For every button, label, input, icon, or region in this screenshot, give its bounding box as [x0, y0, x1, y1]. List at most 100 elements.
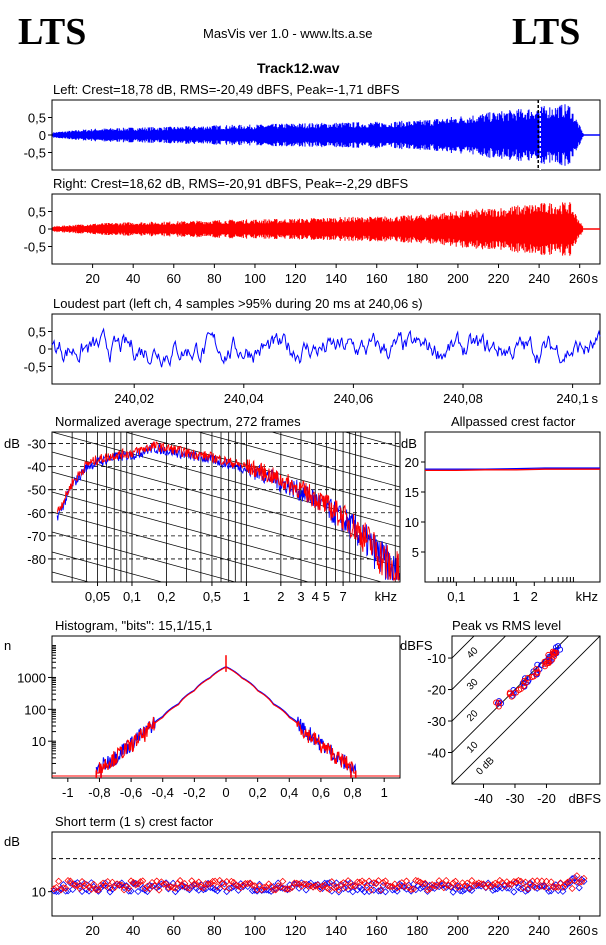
shortcrest-point-right — [570, 877, 579, 885]
pvr-point-right — [524, 674, 531, 681]
spectrum-diagonal — [52, 511, 310, 582]
shortcrest-point-left — [120, 883, 128, 892]
shortcrest-point-right — [400, 883, 408, 891]
histogram-xtick-label: -1 — [62, 785, 74, 800]
loudest-trace — [51, 327, 601, 368]
shortcrest-ylabel: dB — [4, 834, 20, 849]
shortcrest-point-right — [269, 886, 277, 894]
shortcrest-xtick-label: 220 — [488, 923, 510, 938]
shortcrest-point-right — [276, 883, 285, 891]
loudest-ytick-label: -0,5 — [24, 360, 46, 375]
shortcrest-point-left — [283, 886, 292, 894]
shortcrest-point-right — [132, 881, 140, 889]
spectrum-diagonal — [52, 592, 400, 687]
shortcrest-point-right — [524, 885, 532, 893]
shortcrest-point-right — [367, 886, 376, 894]
shortcrest-point-right — [146, 885, 154, 893]
shortcrest-xtick-label: 160 — [366, 923, 388, 938]
histogram-xtick-label: 1 — [381, 785, 388, 800]
allpass-ytick-label: 15 — [405, 485, 419, 500]
shortcrest-point-right — [316, 885, 324, 893]
shortcrest-point-right — [178, 882, 186, 890]
shortcrest-point-right — [421, 879, 429, 887]
shortcrest-xtick-label: 100 — [244, 923, 266, 938]
shortcrest-point-right — [356, 878, 364, 886]
pvr-xtick-label: -40 — [474, 791, 493, 806]
shortcrest-point-right — [286, 885, 294, 893]
shortcrest-point-right — [477, 880, 485, 888]
shortcrest-point-right — [563, 878, 572, 886]
shortcrest-point-right — [167, 883, 175, 891]
shortcrest-title: Short term (1 s) crest factor — [55, 814, 214, 829]
right-wave-xtick-label: 60 — [167, 271, 181, 286]
shortcrest-point-right — [335, 886, 343, 894]
spectrum-trace-right — [56, 440, 400, 582]
shortcrest-point-left — [491, 885, 499, 893]
shortcrest-point-right — [568, 884, 576, 893]
pvr-title: Peak vs RMS level — [452, 618, 561, 633]
shortcrest-point-right — [517, 877, 525, 885]
loudest-xtick-label: 240,1 — [556, 391, 589, 406]
spectrum-diagonal — [52, 692, 400, 787]
spectrum-diagonal — [197, 432, 400, 488]
shortcrest-point-left — [255, 880, 263, 888]
pvr-point-right — [549, 656, 556, 663]
shortcrest-point-left — [416, 884, 425, 892]
pvr-point-right — [496, 699, 503, 706]
shortcrest-point-left — [580, 877, 588, 885]
shortcrest-point-left — [517, 885, 525, 893]
histogram-xtick-label: -0,8 — [88, 785, 110, 800]
allpass-ylabel: dB — [401, 436, 417, 451]
shortcrest-point-right — [104, 878, 112, 886]
shortcrest-point-right — [475, 879, 483, 887]
shortcrest-point-right — [365, 877, 373, 885]
shortcrest-point-right — [311, 882, 320, 890]
shortcrest-point-right — [556, 879, 565, 887]
pvr-ytick-label: -30 — [427, 714, 446, 729]
shortcrest-point-right — [542, 877, 551, 885]
shortcrest-point-right — [486, 883, 495, 891]
pvr-point-right — [549, 648, 556, 655]
histogram-xtick-label: -0,6 — [120, 785, 142, 800]
allpass-xtick-label: 0,1 — [447, 589, 465, 604]
shortcrest-point-left — [379, 881, 387, 890]
shortcrest-point-left — [454, 882, 462, 890]
shortcrest-point-right — [169, 883, 177, 892]
pvr-diagonal — [452, 636, 600, 784]
left-wave-title: Left: Crest=18,78 dB, RMS=-20,49 dBFS, P… — [53, 82, 400, 97]
pvr-point-left — [554, 643, 562, 650]
pvr-point-right — [522, 679, 529, 686]
shortcrest-point-right — [372, 880, 380, 888]
shortcrest-point-right — [78, 877, 86, 886]
shortcrest-point-left — [575, 884, 583, 892]
shortcrest-point-right — [381, 877, 390, 885]
shortcrest-point-right — [62, 884, 70, 892]
shortcrest-point-right — [575, 878, 583, 886]
right-wave-xtick-label: 160 — [366, 271, 388, 286]
pvr-diagonal — [452, 636, 475, 659]
pvr-diagonal-label: 10 — [465, 740, 481, 756]
right-wave-xtick-label: 260 — [569, 271, 591, 286]
shortcrest-point-right — [87, 885, 95, 893]
pvr-point-right — [530, 673, 537, 680]
shortcrest-point-left — [519, 879, 527, 887]
shortcrest-xtick-label: 40 — [126, 923, 140, 938]
shortcrest-point-right — [419, 880, 427, 888]
shortcrest-point-left — [127, 887, 135, 895]
shortcrest-xtick-label: 180 — [406, 923, 428, 938]
shortcrest-point-right — [377, 886, 385, 894]
shortcrest-point-right — [134, 880, 142, 888]
shortcrest-point-right — [580, 874, 588, 882]
histogram-ylabel: n — [4, 638, 11, 653]
histogram-ytick-label: 10 — [32, 734, 46, 749]
loudest-xtick-label: 240,06 — [334, 391, 374, 406]
shortcrest-point-right — [164, 883, 172, 892]
shortcrest-point-left — [563, 880, 572, 888]
shortcrest-point-right — [139, 877, 147, 885]
spectrum-ytick-label: -50 — [27, 483, 46, 498]
left-wave-trace — [52, 104, 584, 166]
left-wave-ytick-label: -0,5 — [24, 146, 46, 161]
shortcrest-point-right — [388, 882, 397, 891]
pvr-frame — [451, 635, 601, 785]
shortcrest-point-left — [545, 887, 553, 895]
